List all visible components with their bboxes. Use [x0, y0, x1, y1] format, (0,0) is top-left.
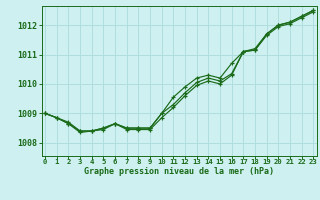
X-axis label: Graphe pression niveau de la mer (hPa): Graphe pression niveau de la mer (hPa): [84, 167, 274, 176]
